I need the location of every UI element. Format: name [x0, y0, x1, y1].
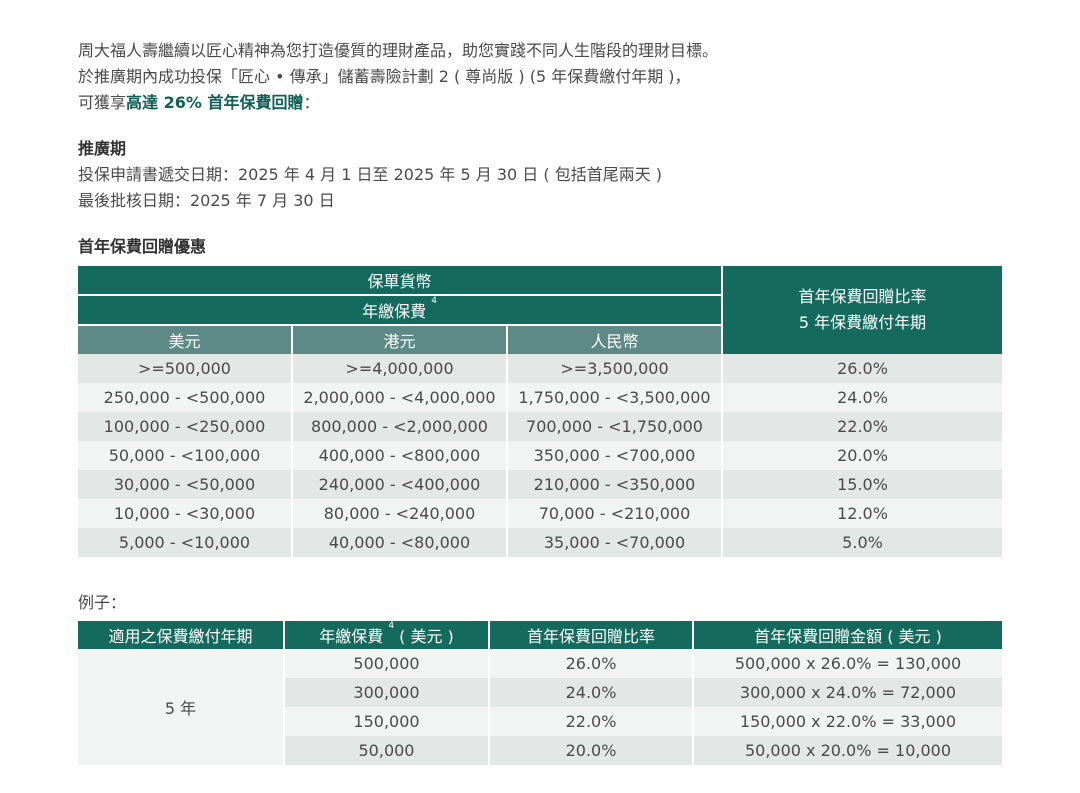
bonus-rate: 22.0%: [722, 412, 1002, 441]
bonus-rate: 15.0%: [722, 470, 1002, 499]
rmb-range: 700,000 - <1,750,000: [507, 412, 723, 441]
bonus-rate: 20.0%: [489, 736, 694, 765]
table-row: 30,000 - <50,000 240,000 - <400,000 210,…: [78, 470, 1002, 499]
rmb-range: 35,000 - <70,000: [507, 528, 723, 557]
bonus-rate: 26.0%: [722, 354, 1002, 383]
rmb-range: 70,000 - <210,000: [507, 499, 723, 528]
bonus-amount: 300,000 x 24.0% = 72,000: [693, 678, 1002, 707]
usd-range: >=500,000: [78, 354, 293, 383]
intro-line-3-suffix: ：: [303, 93, 320, 112]
annual-premium: 500,000: [284, 649, 490, 678]
bonus-rate: 12.0%: [722, 499, 1002, 528]
promotion-period: 推廣期 投保申請書遞交日期：2025 年 4 月 1 日至 2025 年 5 月…: [78, 136, 1002, 214]
submission-dates: 投保申請書遞交日期：2025 年 4 月 1 日至 2025 年 5 月 30 …: [78, 165, 663, 184]
table-row: 5 年 500,000 26.0% 500,000 x 26.0% = 130,…: [78, 649, 1002, 765]
table-row: 250,000 - <500,000 2,000,000 - <4,000,00…: [78, 383, 1002, 412]
column-hkd: 港元: [292, 325, 508, 354]
example-label: 例子：: [78, 593, 127, 612]
column-annual-premium: 年繳保費 4 ( 美元 ): [284, 621, 490, 649]
hkd-range: 40,000 - <80,000: [292, 528, 508, 557]
bonus-rate: 26.0%: [489, 649, 694, 678]
annual-premium-header-label: 年繳保費: [362, 302, 427, 321]
usd-range: 100,000 - <250,000: [78, 412, 293, 441]
table-row: >=500,000 >=4,000,000 >=3,500,000 26.0%: [78, 354, 1002, 383]
bonus-rate-header-line2: 5 年保費繳付年期: [798, 313, 927, 332]
table-row: 5,000 - <10,000 40,000 - <80,000 35,000 …: [78, 528, 1002, 557]
table-row: 100,000 - <250,000 800,000 - <2,000,000 …: [78, 412, 1002, 441]
annual-premium: 150,000: [284, 707, 490, 736]
intro-line-3-prefix: 可獲享: [78, 93, 127, 112]
bonus-section-title: 首年保費回贈優惠: [78, 237, 207, 256]
intro-line-3: 可獲享高達 26% 首年保費回贈：: [78, 90, 1002, 116]
intro-line-2: 於推廣期內成功投保「匠心 • 傳承」儲蓄壽險計劃 2 ( 尊尚版 ) (5 年保…: [78, 67, 691, 86]
bonus-amount: 150,000 x 22.0% = 33,000: [693, 707, 1002, 736]
bonus-rate-header: 首年保費回贈比率 5 年保費繳付年期: [721, 266, 1002, 354]
annual-premium: 50,000: [284, 736, 490, 765]
bonus-rate-header-line1: 首年保費回贈比率: [798, 287, 927, 306]
column-payment-term: 適用之保費繳付年期: [78, 621, 285, 649]
rmb-range: 350,000 - <700,000: [507, 441, 723, 470]
rmb-range: >=3,500,000: [507, 354, 723, 383]
usd-range: 10,000 - <30,000: [78, 499, 293, 528]
column-bonus-amount: 首年保費回贈金額 ( 美元 ): [693, 621, 1002, 649]
table-row: 10,000 - <30,000 80,000 - <240,000 70,00…: [78, 499, 1002, 528]
column-rmb: 人民幣: [507, 325, 722, 354]
hkd-range: >=4,000,000: [292, 354, 508, 383]
rmb-range: 1,750,000 - <3,500,000: [507, 383, 723, 412]
usd-range: 5,000 - <10,000: [78, 528, 293, 557]
intro-text: 周大福人壽繼續以匠心精神為您打造優質的理財產品，助您實踐不同人生階段的理財目標。…: [78, 38, 1002, 116]
bonus-rate-table: 保單貨幣 首年保費回贈比率 5 年保費繳付年期 年繳保費 4 美元 港元 人民幣…: [78, 266, 1002, 557]
table-row: 50,000 20.0% 50,000 x 20.0% = 10,000: [78, 736, 1002, 765]
bonus-rate: 5.0%: [722, 528, 1002, 557]
bonus-rate: 24.0%: [722, 383, 1002, 412]
bonus-amount: 50,000 x 20.0% = 10,000: [693, 736, 1002, 765]
column-annual-premium-label: 年繳保費: [319, 627, 384, 646]
intro-line-1: 周大福人壽繼續以匠心精神為您打造優質的理財產品，助您實踐不同人生階段的理財目標。: [78, 41, 719, 60]
bonus-rate: 24.0%: [489, 678, 694, 707]
hkd-range: 2,000,000 - <4,000,000: [292, 383, 508, 412]
hkd-range: 80,000 - <240,000: [292, 499, 508, 528]
page-content: 周大福人壽繼續以匠心精神為您打造優質的理財產品，助您實踐不同人生階段的理財目標。…: [78, 38, 1002, 765]
column-annual-premium-unit: ( 美元 ): [394, 627, 454, 646]
bonus-amount: 500,000 x 26.0% = 130,000: [693, 649, 1002, 678]
hkd-range: 400,000 - <800,000: [292, 441, 508, 470]
table-row: 50,000 - <100,000 400,000 - <800,000 350…: [78, 441, 1002, 470]
usd-range: 50,000 - <100,000: [78, 441, 293, 470]
bonus-rate: 20.0%: [722, 441, 1002, 470]
hkd-range: 800,000 - <2,000,000: [292, 412, 508, 441]
usd-range: 250,000 - <500,000: [78, 383, 293, 412]
annual-premium-header: 年繳保費 4: [78, 295, 722, 326]
bonus-rate: 22.0%: [489, 707, 694, 736]
rmb-range: 210,000 - <350,000: [507, 470, 723, 499]
payment-term-value: 5 年: [78, 649, 285, 765]
bonus-highlight: 高達 26% 首年保費回贈: [126, 93, 304, 112]
usd-range: 30,000 - <50,000: [78, 470, 293, 499]
table-row: 150,000 22.0% 150,000 x 22.0% = 33,000: [78, 707, 1002, 736]
footnote-marker: 4: [431, 296, 437, 306]
promotion-period-title: 推廣期: [78, 139, 127, 158]
hkd-range: 240,000 - <400,000: [292, 470, 508, 499]
example-table: 適用之保費繳付年期 年繳保費 4 ( 美元 ) 首年保費回贈比率 首年保費回贈金…: [78, 621, 1002, 765]
column-bonus-rate: 首年保費回贈比率: [489, 621, 694, 649]
table-row: 300,000 24.0% 300,000 x 24.0% = 72,000: [78, 678, 1002, 707]
column-usd: 美元: [78, 325, 293, 354]
footnote-marker: 4: [388, 621, 395, 631]
annual-premium: 300,000: [284, 678, 490, 707]
policy-currency-header: 保單貨幣: [78, 266, 722, 296]
approval-date: 最後批核日期：2025 年 7 月 30 日: [78, 191, 335, 210]
